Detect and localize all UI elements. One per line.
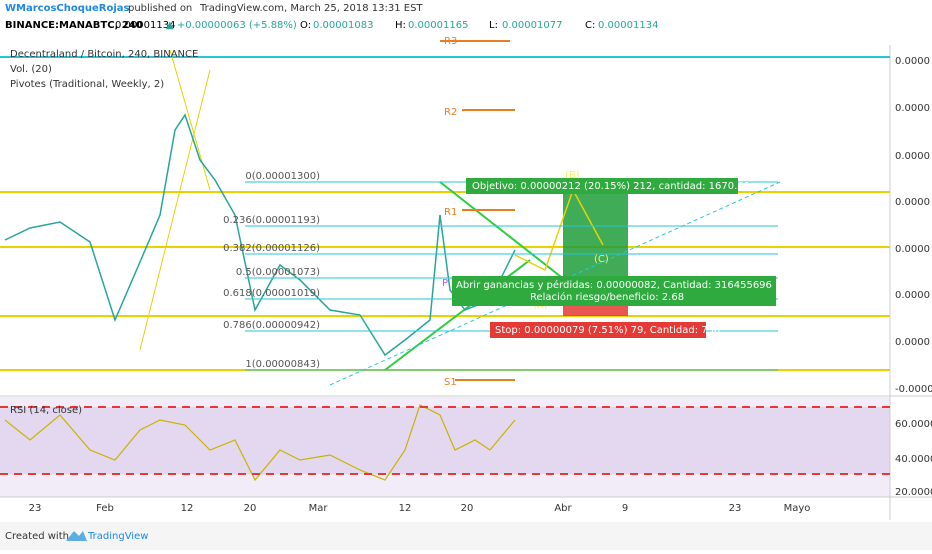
footer [0, 522, 932, 550]
price-tick: 0.0000 [895, 337, 930, 348]
target-box [466, 178, 738, 194]
price-line [4, 113, 516, 357]
rsi-line [4, 404, 516, 482]
time-tick: 12 [399, 503, 412, 514]
fib-label: 0.618(0.00001019) [223, 288, 320, 299]
wave-label: (C) [594, 254, 609, 265]
symbol: BINANCE:MANABTC, 240 [5, 20, 143, 31]
time-tick: 20 [461, 503, 474, 514]
pivot-label: S1 [444, 377, 457, 388]
ohlc-value: 0.00001134 [598, 20, 658, 31]
target-zone [563, 182, 628, 275]
price-tick: 0.0000 [895, 244, 930, 255]
fib-label: 0(0.00001300) [245, 171, 320, 182]
rsi-tick: 20.0000 [895, 487, 932, 498]
author: WMarcosChoqueRojas [5, 3, 130, 14]
ohlc-label: O: [300, 20, 311, 31]
stop-box [490, 322, 706, 338]
stop-text: Stop: 0.00000079 (7.51%) 79, Cantidad: 7… [495, 325, 720, 336]
ohlc-value: 0.00001165 [408, 20, 468, 31]
time-tick: Abr [554, 503, 572, 514]
price-tick: 0.0000 [895, 151, 930, 162]
time-tick: 23 [729, 503, 742, 514]
pivot-label: P [442, 278, 448, 289]
time-tick: Feb [96, 503, 114, 514]
fib-label: 0.382(0.00001126) [223, 243, 320, 254]
time-tick: 20 [244, 503, 257, 514]
ohlc-label: L: [489, 20, 498, 31]
source: TradingView.com, March 25, 2018 13:31 ES… [199, 3, 423, 14]
footer-brand: TradingView [87, 531, 148, 542]
pivot-label: R1 [444, 207, 457, 218]
price-tick: 0.0000 [895, 103, 930, 114]
ohlc-value: 0.00001083 [313, 20, 373, 31]
fib-label: 0.5(0.00001073) [236, 267, 320, 278]
last: 0.00001134 [115, 20, 175, 31]
fib-label: 1(0.00000843) [245, 359, 320, 370]
wave-path [514, 188, 604, 272]
time-tick: 9 [622, 503, 628, 514]
pl-box [452, 276, 776, 306]
time-tick: Mayo [784, 503, 811, 514]
pivot-label: R2 [444, 107, 457, 118]
fib-label: 0.786(0.00000942) [223, 320, 320, 331]
brand-logo [66, 531, 87, 541]
pl-text: Abrir ganancias y pérdidas: 0.00000082, … [456, 279, 772, 291]
ratio-text: Relación riesgo/beneficio: 2.68 [530, 291, 684, 303]
price-tick: -0.0000 [895, 384, 932, 395]
price-tick: 0.0000 [895, 56, 930, 67]
rsi-tick: 60.0000 [895, 419, 932, 430]
trend-line [169, 49, 211, 191]
change: ▲ +0.00000063 (+5.88%) [166, 20, 297, 31]
legend-entry: Pivotes (Traditional, Weekly, 2) [10, 79, 164, 90]
rsi-title: RSI (14, close) [10, 405, 82, 416]
ohlc-value: 0.00001077 [502, 20, 562, 31]
legend-entry: Decentraland / Bitcoin, 240, BINANCE [10, 49, 198, 60]
time-tick: 12 [181, 503, 194, 514]
trend-line [439, 181, 566, 281]
ohlc-label: H: [395, 20, 406, 31]
price-tick: 0.0000 [895, 290, 930, 301]
price-tick: 0.0000 [895, 197, 930, 208]
time-tick: 23 [29, 503, 42, 514]
ohlc-label: C: [585, 20, 595, 31]
rsi-band [0, 407, 890, 474]
footer-created: Created with [5, 531, 69, 542]
legend-entry: Vol. (20) [10, 64, 52, 75]
published: published on [128, 3, 192, 14]
trend-line [139, 69, 211, 351]
time-tick: Mar [309, 503, 329, 514]
fib-label: 0.236(0.00001193) [223, 215, 320, 226]
rsi-tick: 40.0000 [895, 454, 932, 465]
wave-label: (B) [565, 170, 580, 181]
target-text: Objetivo: 0.00000212 (20.15%) 212, canti… [472, 181, 750, 192]
